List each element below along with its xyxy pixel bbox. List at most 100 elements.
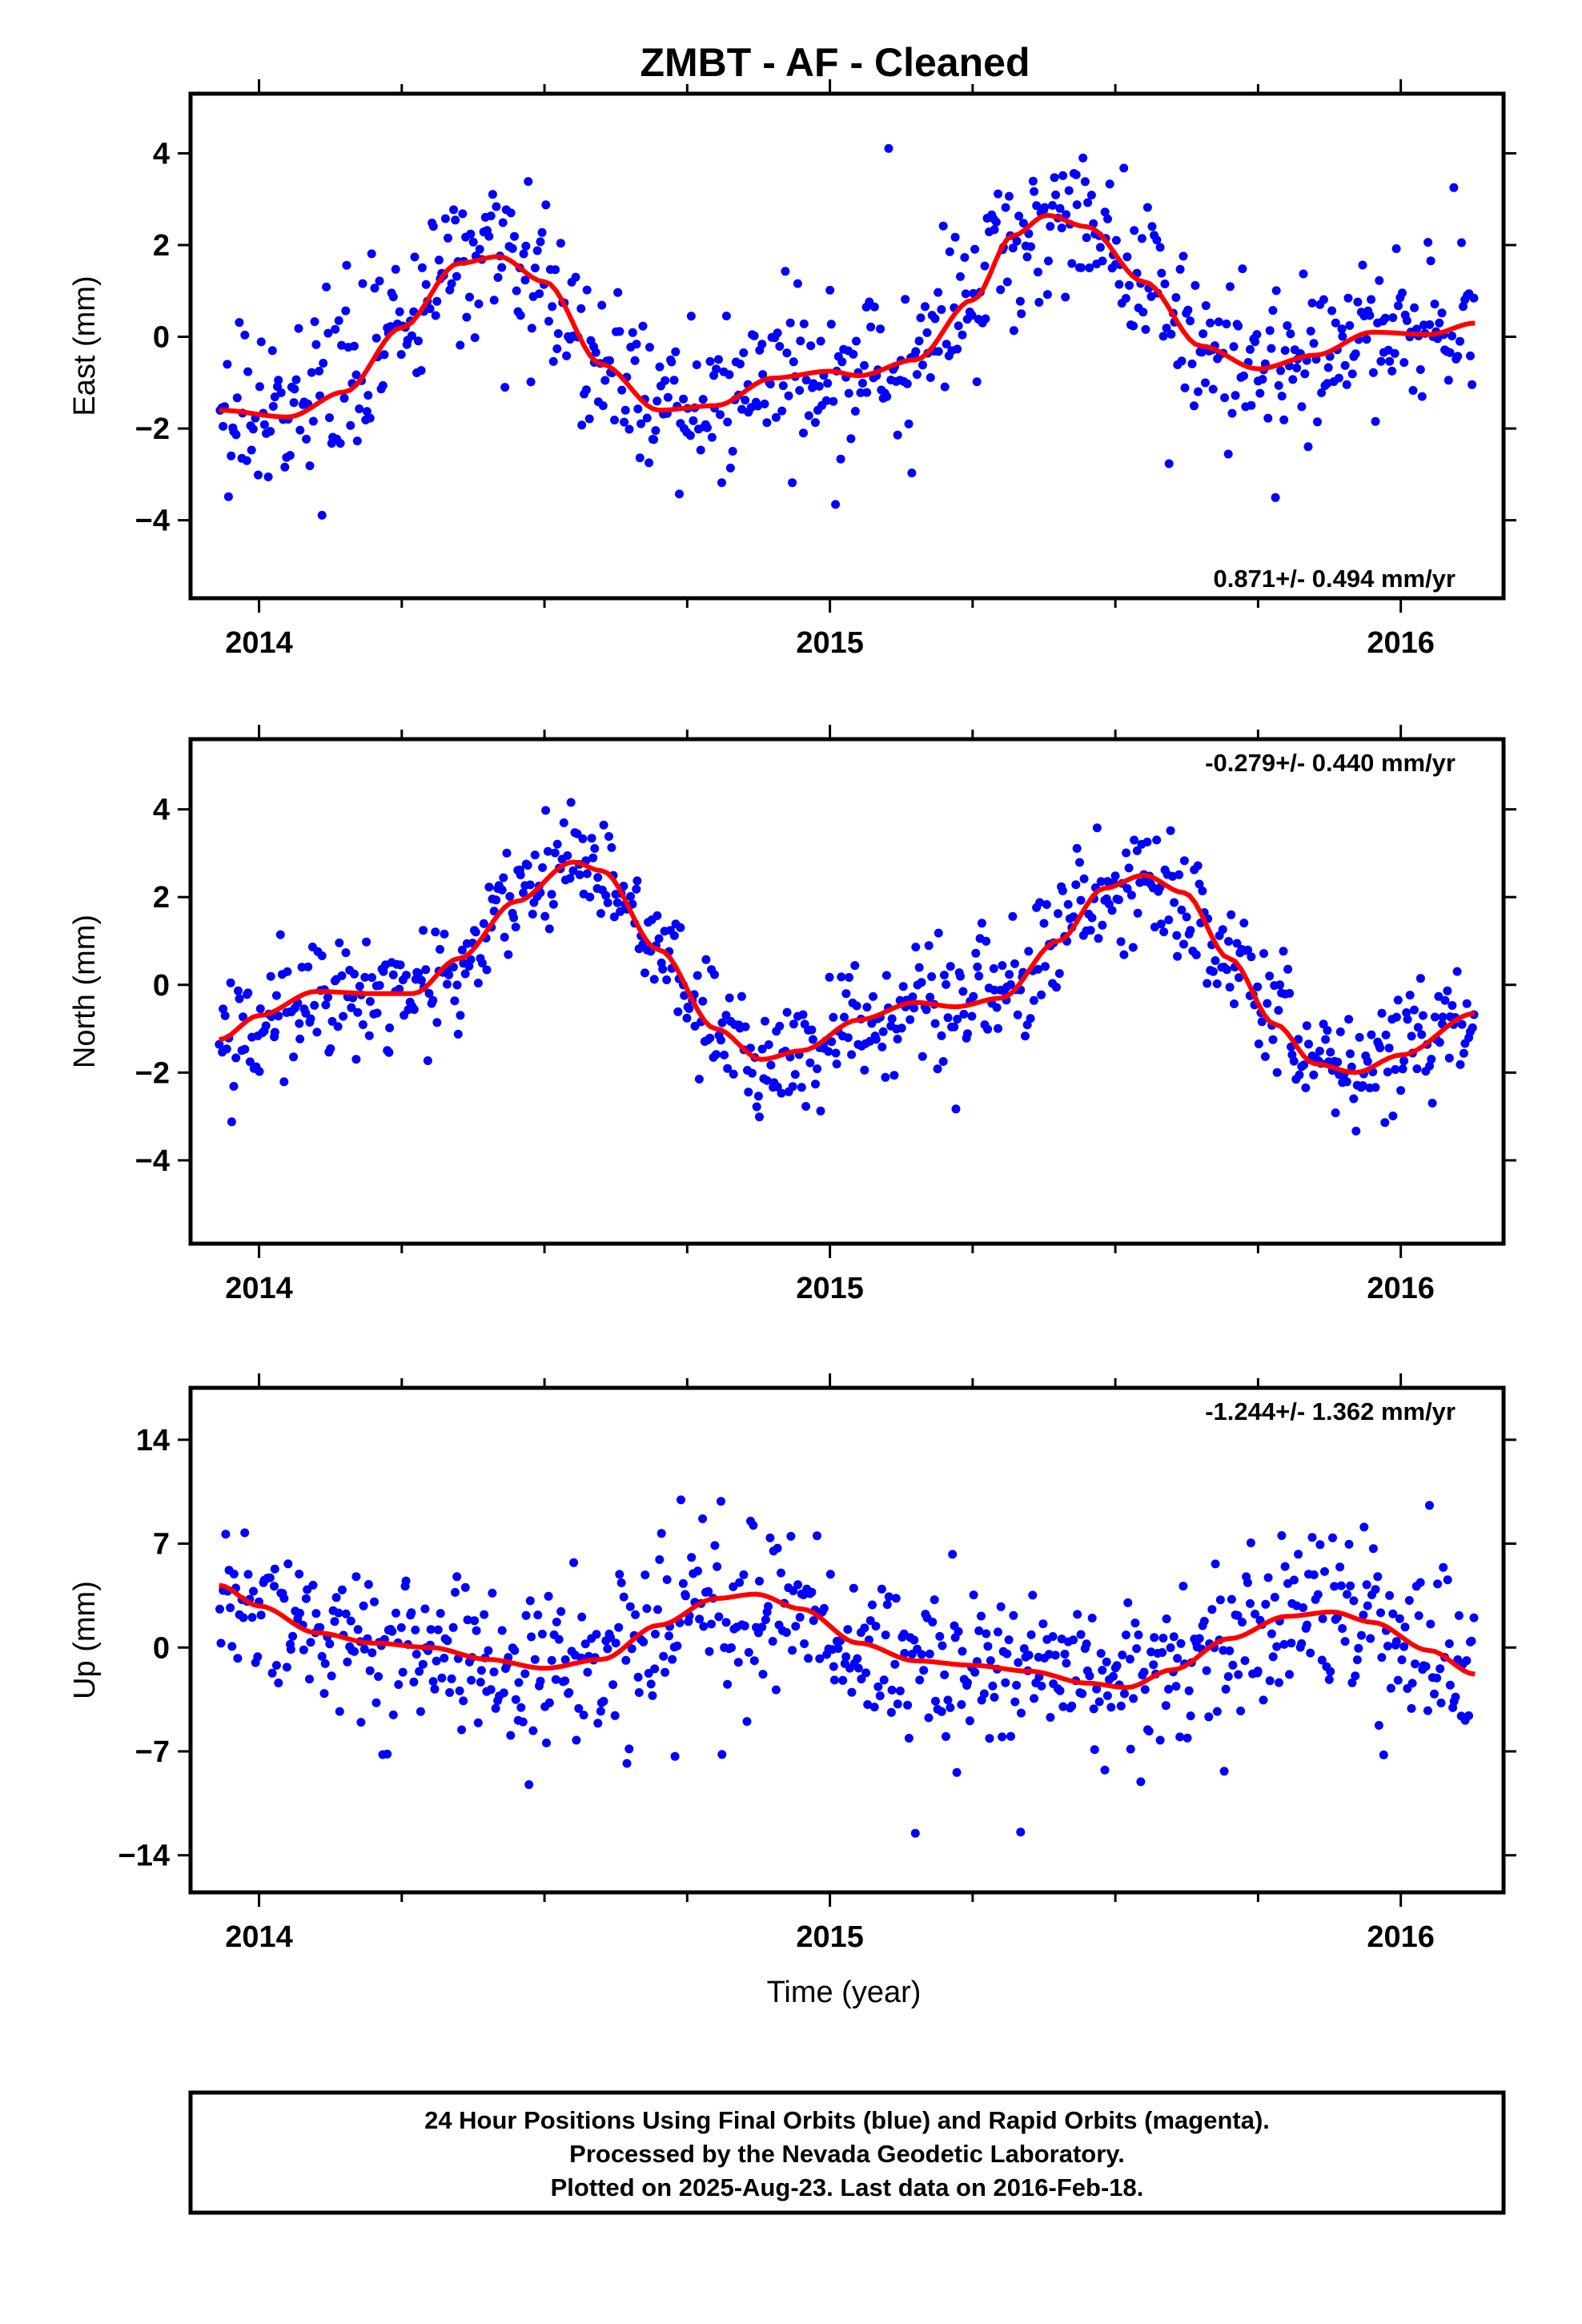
north-point <box>801 1102 811 1111</box>
east-point <box>1077 263 1086 272</box>
north-point <box>1177 905 1186 915</box>
north-point <box>1098 920 1107 930</box>
east-point <box>1223 449 1233 459</box>
north-point <box>1222 965 1231 975</box>
up-point <box>1067 1701 1077 1711</box>
up-point <box>437 1673 447 1683</box>
up-point <box>216 1638 226 1648</box>
east-point <box>862 388 872 397</box>
up-point <box>871 1622 881 1631</box>
north-point <box>1130 835 1139 845</box>
up-point <box>1330 1582 1339 1591</box>
east-point <box>980 261 990 271</box>
up-point <box>1386 1683 1395 1693</box>
up-point <box>497 1626 507 1635</box>
up-point <box>1078 1689 1087 1699</box>
east-x-tick-label: 2015 <box>796 626 864 660</box>
east-point <box>1430 300 1439 309</box>
north-point <box>1182 912 1191 922</box>
north-point <box>544 924 554 934</box>
up-point <box>1211 1559 1220 1569</box>
up-point <box>317 1651 327 1661</box>
east-point <box>858 379 867 388</box>
up-rate-label: -1.244+/- 1.362 mm/yr <box>1205 1397 1456 1425</box>
up-point <box>1221 1684 1231 1694</box>
up-point <box>988 1681 998 1691</box>
north-point <box>1380 1118 1390 1128</box>
east-point <box>1171 293 1181 302</box>
east-point <box>675 489 684 499</box>
up-point <box>1094 1697 1104 1707</box>
up-point <box>1340 1637 1350 1647</box>
up-point <box>396 1622 406 1632</box>
up-point <box>903 1700 913 1710</box>
east-point <box>1306 327 1315 336</box>
up-point <box>524 1780 534 1789</box>
east-point <box>814 381 824 391</box>
east-point <box>930 314 940 324</box>
north-point <box>317 951 327 960</box>
up-point <box>1363 1601 1372 1610</box>
east-point <box>475 244 484 254</box>
north-point <box>566 798 576 807</box>
up-point <box>1354 1643 1363 1653</box>
east-point <box>823 379 833 388</box>
east-point <box>620 405 630 415</box>
east-point <box>362 407 371 416</box>
north-point <box>741 1022 750 1031</box>
up-point <box>415 1667 424 1676</box>
east-point <box>934 347 943 356</box>
east-point <box>784 391 793 400</box>
north-point <box>841 989 851 999</box>
north-point <box>1173 951 1182 961</box>
up-point <box>781 1628 791 1637</box>
up-point <box>1263 1573 1273 1582</box>
east-point <box>395 307 404 316</box>
up-point <box>448 1622 458 1632</box>
north-point <box>937 1031 946 1040</box>
north-point <box>1063 899 1073 909</box>
north-point <box>471 927 480 937</box>
north-point <box>1008 911 1018 921</box>
north-point <box>375 981 384 990</box>
east-point <box>831 500 841 509</box>
north-point <box>1383 1068 1392 1077</box>
up-point <box>1374 1721 1383 1730</box>
east-point <box>916 313 926 323</box>
up-point <box>642 1604 652 1614</box>
north-point <box>270 1027 279 1037</box>
east-point <box>696 445 705 455</box>
east-point <box>341 306 351 316</box>
up-point <box>374 1672 383 1681</box>
up-point <box>1082 1639 1091 1649</box>
east-point <box>1018 219 1028 228</box>
north-point <box>744 1088 753 1097</box>
north-point <box>1035 898 1045 907</box>
north-point <box>367 973 376 983</box>
north-point <box>829 1012 838 1022</box>
east-point <box>339 393 349 403</box>
east-point <box>642 413 652 423</box>
up-point <box>1268 1652 1278 1662</box>
east-point <box>1206 318 1215 328</box>
north-point <box>379 967 388 976</box>
up-point <box>1096 1649 1106 1659</box>
up-point <box>1343 1590 1351 1599</box>
east-point <box>1129 321 1138 331</box>
east-point <box>1214 317 1223 327</box>
up-point <box>1344 1539 1354 1549</box>
north-point <box>477 959 487 968</box>
north-point <box>969 991 978 1001</box>
east-point <box>537 227 547 237</box>
up-point <box>1016 1827 1026 1837</box>
north-point <box>283 967 292 976</box>
north-point <box>669 931 679 940</box>
up-point <box>1062 1659 1071 1668</box>
north-point <box>274 1011 283 1021</box>
east-point <box>452 271 461 281</box>
east-point <box>1201 378 1210 388</box>
up-point <box>274 1679 283 1687</box>
up-point <box>1102 1657 1111 1667</box>
east-point <box>1142 203 1152 212</box>
up-point <box>353 1625 363 1634</box>
